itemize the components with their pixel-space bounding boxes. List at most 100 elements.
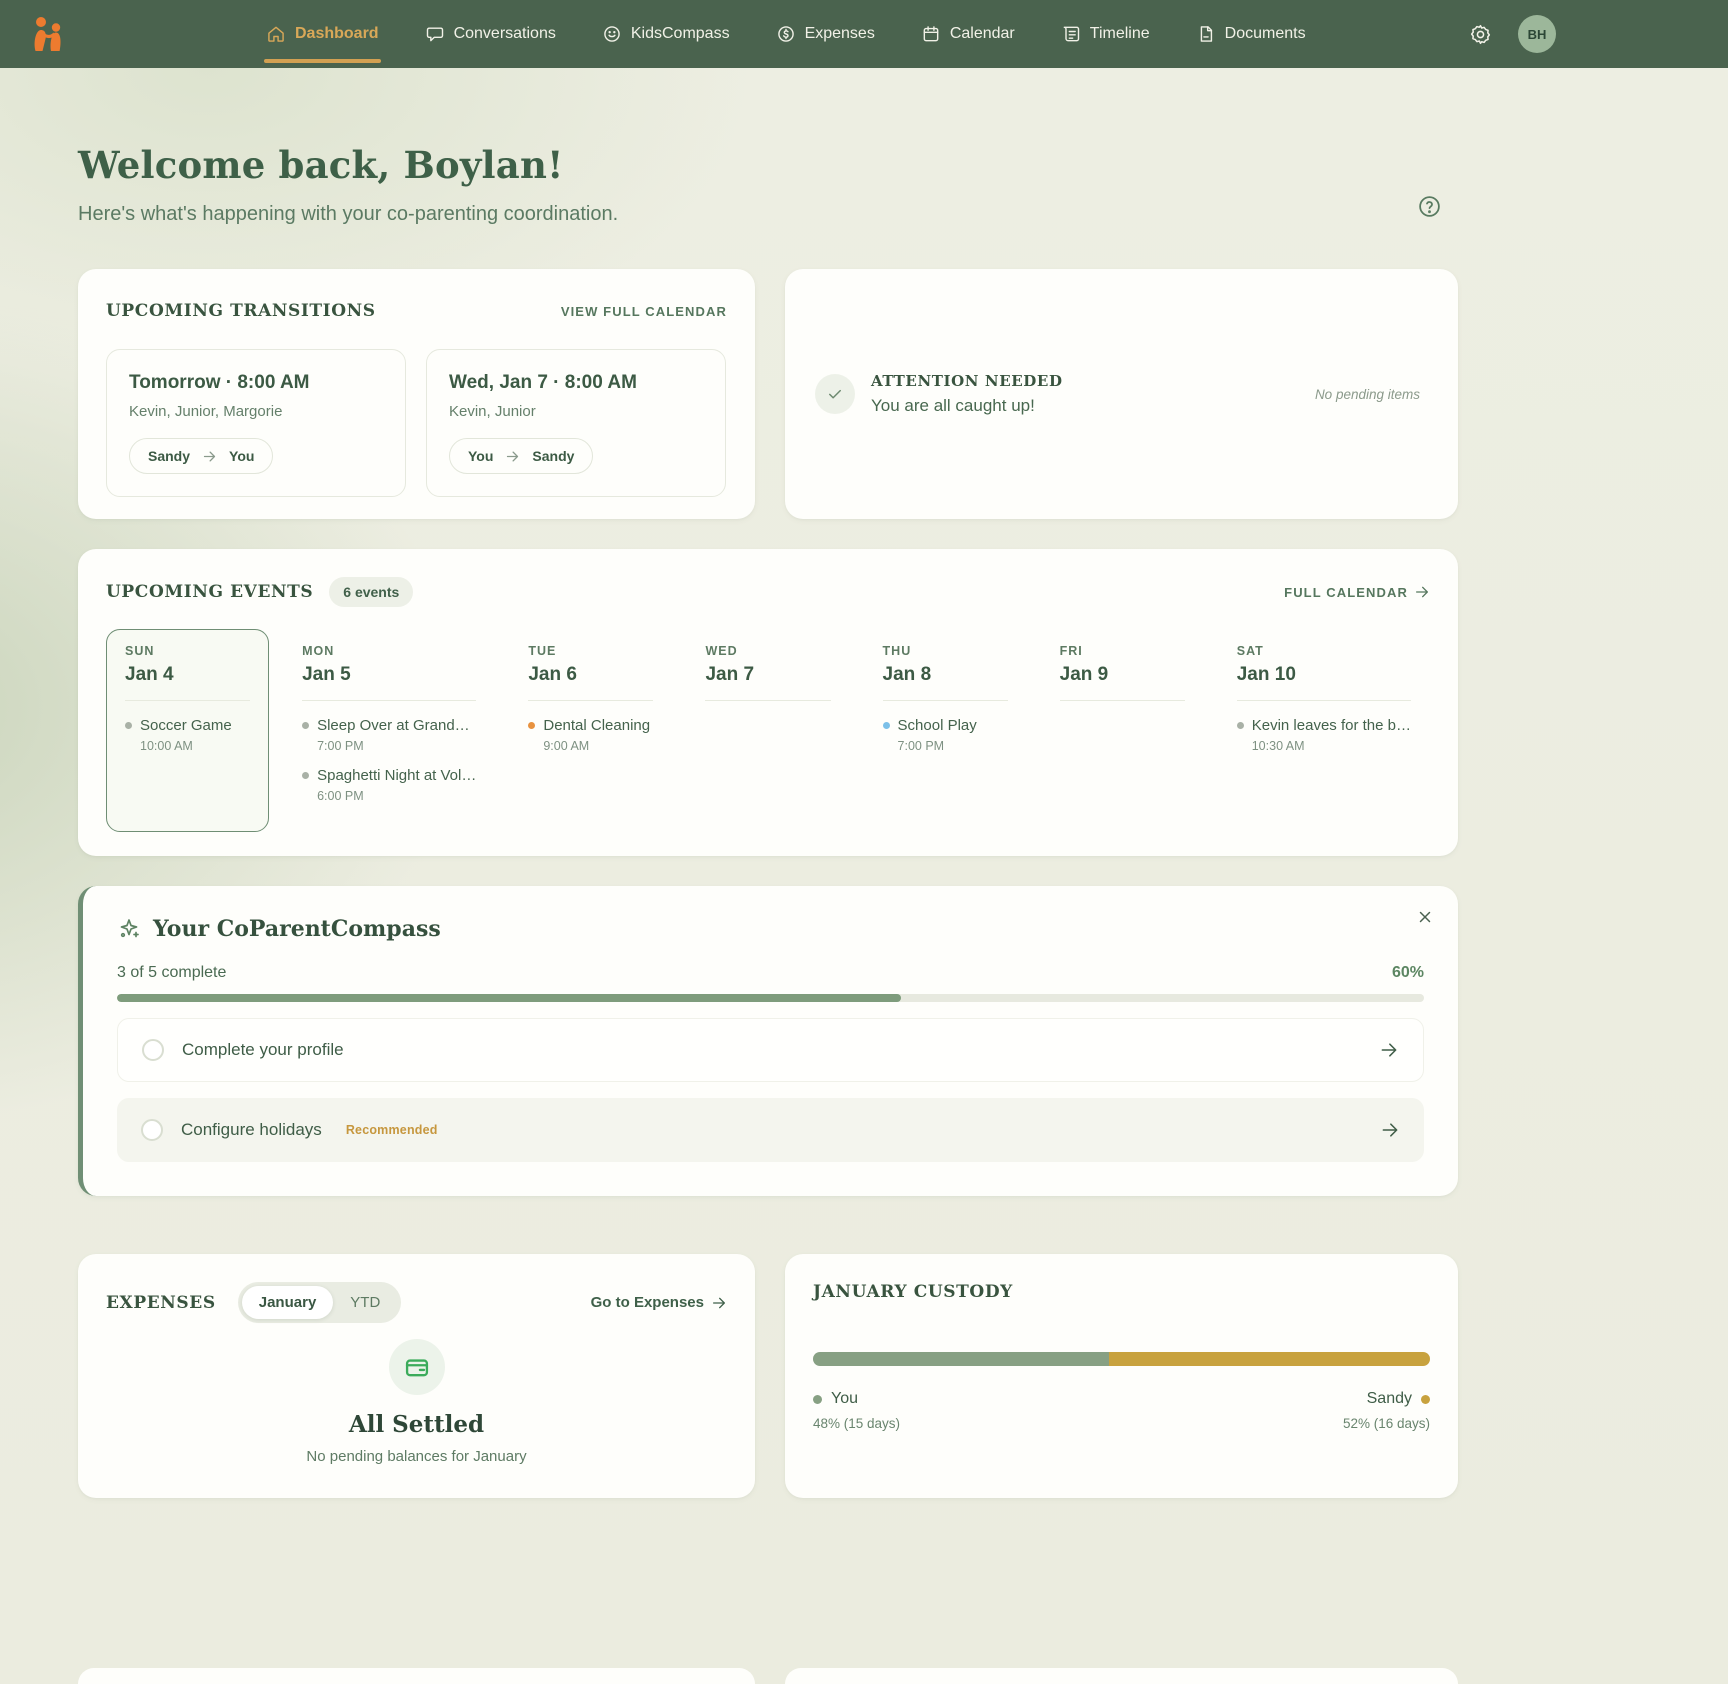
nav-item-calendar[interactable]: Calendar	[921, 0, 1015, 68]
toggle-ytd[interactable]: YTD	[350, 1294, 381, 1311]
event-dot	[882, 722, 890, 729]
nav-label: Timeline	[1089, 25, 1150, 42]
to-parent: You	[229, 448, 255, 464]
radio-circle-icon[interactable]	[142, 1039, 164, 1061]
view-full-calendar-link[interactable]: VIEW FULL CALENDAR	[561, 304, 727, 319]
event-time: 6:00 PM	[317, 789, 364, 803]
from-parent: You	[468, 448, 494, 464]
nav-items: Dashboard Conversations KidsCompass Expe…	[264, 0, 1306, 68]
events-title: UPCOMING EVENTS	[106, 582, 314, 602]
link-label: VIEW FULL CALENDAR	[560, 303, 727, 319]
event-item[interactable]: School Play 7:00 PM	[882, 717, 1008, 753]
task-label: Configure holidays	[181, 1120, 322, 1139]
nav-item-expenses[interactable]: Expenses	[776, 0, 875, 68]
avatar[interactable]: BH	[1518, 15, 1556, 53]
partial-card	[785, 1668, 1458, 1684]
home-icon	[268, 26, 284, 42]
compass-progress-bar	[117, 994, 1424, 1002]
events-count-badge: 6 events	[329, 577, 414, 607]
task-label: Complete your profile	[182, 1040, 344, 1059]
attention-title: ATTENTION NEEDED	[871, 372, 1063, 390]
event-item[interactable]: Dental Cleaning 9:00 AM	[528, 717, 653, 753]
task-configure-holidays[interactable]: Configure holidays Recommended	[117, 1098, 1424, 1162]
day-column-sun[interactable]: SUN Jan 4 Soccer Game 10:00 AM	[106, 629, 270, 832]
custody-bar-sandy	[1109, 1352, 1430, 1366]
day-column-fri[interactable]: FRI Jan 9	[1041, 629, 1204, 832]
nav-item-timeline[interactable]: Timeline	[1061, 0, 1150, 68]
event-dot	[528, 722, 536, 729]
event-dot	[302, 722, 310, 729]
transition-direction-pill: Sandy You	[129, 438, 274, 474]
next-row-card-tops	[78, 1668, 1458, 1684]
event-time: 7:00 PM	[317, 739, 364, 753]
settings-gear-icon[interactable]	[1469, 23, 1492, 46]
arrow-right-icon	[713, 1297, 725, 1308]
nav-right: BH	[1469, 15, 1728, 53]
event-item[interactable]: Sleep Over at Grand… 7:00 PM	[302, 717, 476, 753]
arrow-right-icon	[203, 451, 216, 461]
day-date: Jan 6	[528, 664, 577, 685]
nav-label: Conversations	[453, 25, 556, 42]
attention-note: No pending items	[1314, 386, 1420, 402]
toggle-january[interactable]: January	[241, 1286, 334, 1319]
nav-item-documents[interactable]: Documents	[1196, 0, 1306, 68]
legend-label: Sandy	[1366, 1390, 1412, 1407]
document-icon	[1200, 26, 1212, 42]
day-of-week: THU	[882, 644, 912, 658]
event-dot	[1236, 722, 1244, 729]
expenses-title: EXPENSES	[106, 1292, 216, 1313]
help-icon[interactable]	[1417, 194, 1442, 224]
event-name: Dental Cleaning	[543, 717, 651, 734]
nav-item-kidscompass[interactable]: KidsCompass	[602, 0, 730, 68]
wallet-icon	[388, 1339, 445, 1395]
expenses-period-toggle: January YTD	[237, 1282, 402, 1323]
divider	[302, 700, 477, 701]
day-of-week: SUN	[125, 644, 155, 658]
day-of-week: TUE	[528, 644, 557, 658]
transition-card[interactable]: Tomorrow · 8:00 AM Kevin, Junior, Margor…	[106, 349, 406, 497]
calendar-icon	[923, 26, 939, 42]
january-custody-card: JANUARY CUSTODY You 48% (15 days) Sandy	[785, 1254, 1458, 1498]
task-tag: Recommended	[345, 1123, 438, 1137]
compass-title: Your CoParentCompass	[153, 916, 441, 942]
nav-label: KidsCompass	[630, 25, 730, 42]
day-column-tue[interactable]: TUE Jan 6 Dental Cleaning 9:00 AM	[509, 629, 672, 832]
day-column-mon[interactable]: MON Jan 5 Sleep Over at Grand… 7:00 PM S…	[283, 629, 495, 832]
transitions-title: UPCOMING TRANSITIONS	[106, 301, 376, 321]
dollar-circle-icon	[777, 26, 794, 42]
arrow-right-icon	[1379, 1040, 1399, 1060]
task-complete-profile[interactable]: Complete your profile	[117, 1018, 1424, 1082]
event-time: 9:00 AM	[543, 739, 590, 753]
transition-card[interactable]: Wed, Jan 7 · 8:00 AM Kevin, Junior You S…	[426, 349, 726, 497]
link-label: Go to Expenses	[590, 1294, 704, 1311]
expenses-card: EXPENSES January YTD Go to Expenses All …	[78, 1254, 755, 1498]
legend-label: You	[831, 1390, 858, 1407]
divider	[1059, 700, 1185, 701]
nav-item-dashboard[interactable]: Dashboard	[264, 0, 381, 68]
radio-circle-icon[interactable]	[141, 1119, 163, 1141]
event-dot	[302, 772, 310, 779]
sparkles-icon	[120, 919, 139, 938]
day-of-week: SAT	[1236, 644, 1264, 658]
full-calendar-link[interactable]: FULL CALENDAR	[1284, 584, 1430, 600]
smiley-icon	[604, 26, 620, 42]
attention-needed-card: ATTENTION NEEDED You are all caught up! …	[785, 269, 1458, 519]
day-column-thu[interactable]: THU Jan 8 School Play 7:00 PM	[864, 629, 1027, 832]
arrow-right-icon	[1416, 586, 1428, 598]
nav-label: Expenses	[804, 25, 875, 42]
day-of-week: FRI	[1059, 644, 1083, 658]
event-item[interactable]: Soccer Game 10:00 AM	[125, 717, 250, 753]
go-to-expenses-link[interactable]: Go to Expenses	[591, 1294, 727, 1311]
close-icon[interactable]	[1416, 908, 1434, 926]
page-title: Welcome back, Boylan!	[78, 143, 564, 187]
app-logo-icon[interactable]	[28, 14, 68, 54]
event-item[interactable]: Kevin leaves for the b… 10:30 AM	[1236, 717, 1411, 753]
custody-bar-you	[813, 1352, 1110, 1366]
nav-label: Dashboard	[295, 25, 379, 42]
day-column-sat[interactable]: SAT Jan 10 Kevin leaves for the b… 10:30…	[1218, 629, 1430, 832]
day-column-wed[interactable]: WED Jan 7	[686, 629, 849, 832]
day-of-week: MON	[302, 644, 335, 658]
event-item[interactable]: Spaghetti Night at Vol… 6:00 PM	[302, 767, 476, 803]
nav-item-conversations[interactable]: Conversations	[425, 0, 556, 68]
divider	[1236, 700, 1411, 701]
